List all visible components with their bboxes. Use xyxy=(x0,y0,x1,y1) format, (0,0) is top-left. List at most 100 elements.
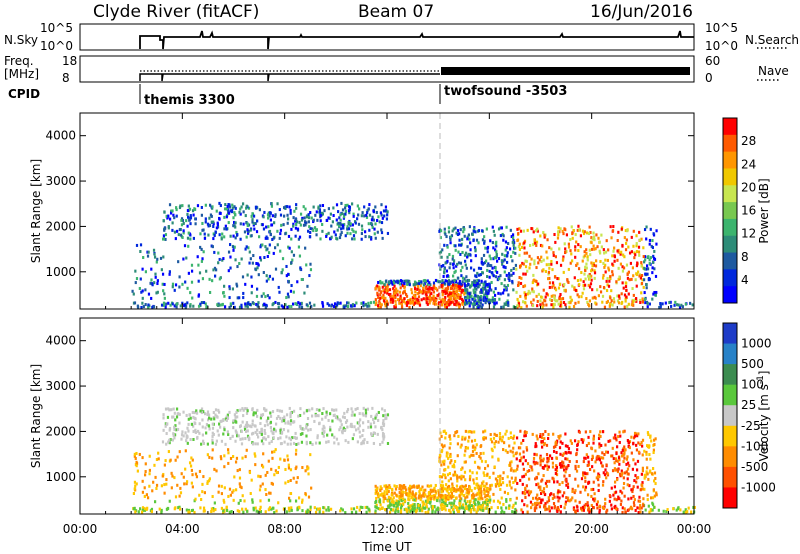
velocity-echo-cell xyxy=(433,505,436,509)
velocity-echo-cell xyxy=(544,502,547,506)
velocity-echo-cell xyxy=(555,473,559,477)
velocity-echo-cell xyxy=(236,469,239,473)
power-echo-cell xyxy=(446,244,449,248)
velocity-echo-cell xyxy=(485,489,488,493)
power-echo-cell xyxy=(503,258,506,262)
velocity-echo-cell xyxy=(411,503,415,507)
velocity-echo-cell xyxy=(153,500,157,504)
power-echo-cell xyxy=(246,228,249,232)
power-echo-cell xyxy=(464,251,468,255)
velocity-echo-cell xyxy=(472,500,475,504)
velocity-echo-cell xyxy=(170,408,173,412)
power-echo-cell xyxy=(247,246,250,250)
velocity-echo-cell xyxy=(389,496,392,500)
velocity-echo-cell xyxy=(358,412,361,416)
velocity-echo-cell xyxy=(279,457,282,461)
power-echo-cell xyxy=(439,250,443,254)
velocity-echo-cell xyxy=(623,448,626,452)
velocity-echo-cell xyxy=(374,509,377,513)
power-echo-cell xyxy=(418,279,421,283)
velocity-echo-cell xyxy=(544,481,548,485)
power-echo-cell xyxy=(274,267,278,271)
velocity-echo-cell xyxy=(269,491,272,495)
velocity-echo-cell xyxy=(491,449,494,453)
power-echo-cell xyxy=(396,293,399,297)
velocity-echo-cell xyxy=(228,487,232,491)
velocity-echo-cell xyxy=(559,504,563,508)
power-echo-cell xyxy=(428,294,432,298)
velocity-echo-cell xyxy=(188,510,191,514)
velocity-echo-cell xyxy=(543,504,546,508)
velocity-echo-cell xyxy=(289,422,292,426)
power-echo-cell xyxy=(652,292,655,296)
power-colorbar-swatch-2 xyxy=(723,151,737,169)
power-echo-cell xyxy=(561,297,565,301)
velocity-echo-cell xyxy=(684,508,687,512)
power-echo-cell xyxy=(169,211,173,215)
power-echo-cell xyxy=(199,302,202,306)
power-echo-cell xyxy=(489,239,492,243)
power-echo-cell xyxy=(362,304,365,308)
power-echo-cell xyxy=(302,223,306,227)
power-echo-cell xyxy=(329,212,332,216)
velocity-echo-cell xyxy=(531,432,534,436)
velocity-echo-cell xyxy=(282,507,286,511)
velocity-echo-cell xyxy=(521,482,524,486)
power-echo-cell xyxy=(473,279,476,283)
velocity-echo-cell xyxy=(200,442,203,446)
power-echo-cell xyxy=(494,266,497,270)
velocity-echo-cell xyxy=(645,452,648,456)
velocity-echo-cell xyxy=(526,462,530,466)
power-echo-cell xyxy=(189,222,192,226)
velocity-echo-cell xyxy=(473,498,476,502)
velocity-echo-cell xyxy=(529,490,533,494)
velocity-echo-cell xyxy=(492,471,495,475)
velocity-echo-cell xyxy=(339,426,342,430)
velocity-echo-cell xyxy=(277,437,280,441)
power-echo-cell xyxy=(587,283,590,287)
velocity-echo-cell xyxy=(279,442,283,446)
velocity-echo-cell xyxy=(172,432,175,436)
velocity-echo-cell xyxy=(501,481,505,485)
power-echo-cell xyxy=(204,203,207,207)
power-echo-cell xyxy=(335,203,339,207)
power-echo-cell xyxy=(361,228,364,232)
power-echo-cell xyxy=(340,223,343,227)
velocity-echo-cell xyxy=(424,499,428,503)
velocity-colorbar-label-text: Velocity [m s xyxy=(757,384,771,461)
power-echo-cell xyxy=(281,257,285,261)
velocity-echo-cell xyxy=(556,495,559,499)
power-echo-cell xyxy=(226,205,229,209)
velocity-echo-cell xyxy=(313,506,316,510)
velocity-echo-cell xyxy=(322,407,325,411)
power-echo-cell xyxy=(409,301,412,305)
power-echo-cell xyxy=(681,305,684,309)
power-echo-cell xyxy=(336,228,339,232)
velocity-colorbar-swatch-6 xyxy=(723,446,737,468)
velocity-echo-cell xyxy=(358,508,361,512)
power-echo-cell xyxy=(229,266,232,270)
power-echo-cell xyxy=(294,226,298,230)
power-echo-cell xyxy=(374,222,377,226)
velocity-echo-cell xyxy=(532,456,536,460)
power-echo-cell xyxy=(488,298,492,302)
velocity-echo-cell xyxy=(532,496,535,500)
velocity-echo-cell xyxy=(292,409,296,413)
power-echo-cell xyxy=(493,298,496,302)
power-echo-cell xyxy=(221,232,224,236)
power-echo-cell xyxy=(543,235,546,239)
power-echo-cell xyxy=(232,220,236,224)
power-echo-cell xyxy=(542,298,546,302)
velocity-echo-cell xyxy=(382,500,385,504)
power-echo-cell xyxy=(643,291,646,295)
velocity-colorbar-tick-4: -25 xyxy=(741,419,761,433)
power-echo-cell xyxy=(325,233,328,237)
power-echo-cell xyxy=(344,304,348,308)
velocity-echo-cell xyxy=(672,507,675,511)
velocity-echo-cell xyxy=(545,464,549,468)
power-echo-cell xyxy=(475,238,479,242)
velocity-echo-cell xyxy=(634,462,637,466)
power-echo-cell xyxy=(467,278,471,282)
power-echo-cell xyxy=(585,262,588,266)
velocity-colorbar-swatch-8 xyxy=(723,487,737,509)
